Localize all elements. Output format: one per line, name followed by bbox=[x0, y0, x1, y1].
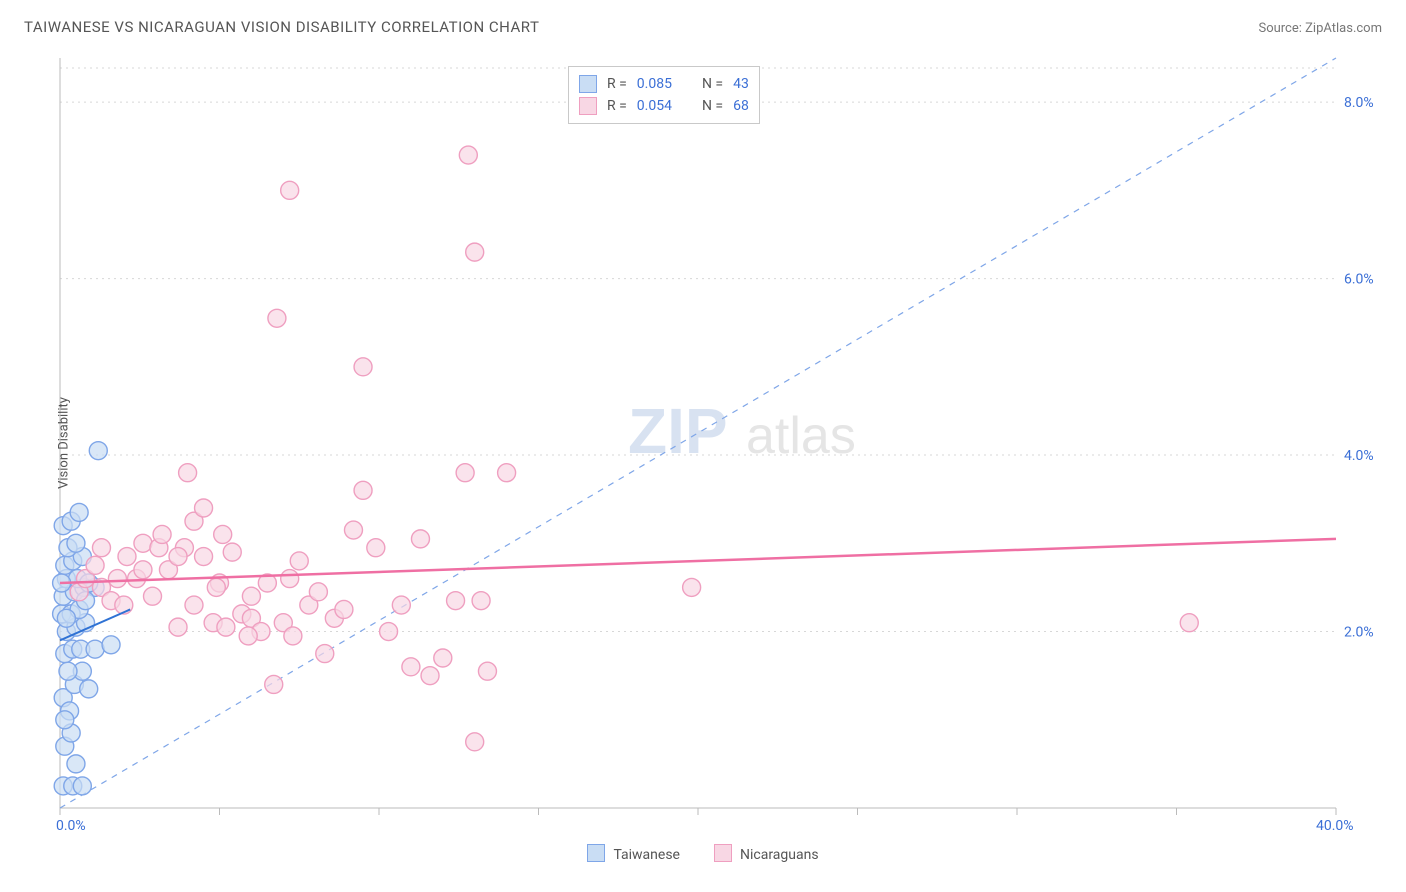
data-point bbox=[80, 680, 98, 698]
data-point bbox=[153, 525, 171, 543]
header: TAIWANESE VS NICARAGUAN VISION DISABILIT… bbox=[0, 0, 1406, 48]
legend-r-label: R = bbox=[607, 73, 627, 95]
legend-swatch bbox=[579, 97, 597, 115]
watermark: ZIP bbox=[628, 395, 728, 467]
data-point bbox=[67, 534, 85, 552]
data-point bbox=[268, 309, 286, 327]
data-point bbox=[59, 662, 77, 680]
data-point bbox=[195, 548, 213, 566]
data-point bbox=[195, 499, 213, 517]
data-point bbox=[344, 521, 362, 539]
data-point bbox=[1180, 614, 1198, 632]
data-point bbox=[179, 464, 197, 482]
data-point bbox=[185, 596, 203, 614]
legend-label: Nicaraguans bbox=[740, 847, 819, 863]
data-point bbox=[281, 570, 299, 588]
data-point bbox=[217, 618, 235, 636]
data-point bbox=[466, 733, 484, 751]
data-point bbox=[92, 539, 110, 557]
data-point bbox=[466, 243, 484, 261]
legend-swatch bbox=[579, 75, 597, 93]
y-tick-label: 8.0% bbox=[1344, 95, 1374, 111]
chart-area: Vision Disability 2.0% 4.0% 6.0% 8.0% 0.0% 40… bbox=[20, 48, 1386, 838]
data-point bbox=[472, 592, 490, 610]
data-point bbox=[86, 640, 104, 658]
watermark: atlas bbox=[746, 407, 856, 465]
data-point bbox=[281, 181, 299, 199]
data-point bbox=[411, 530, 429, 548]
data-point bbox=[223, 543, 241, 561]
legend-item: Nicaraguans bbox=[714, 844, 819, 863]
data-point bbox=[144, 587, 162, 605]
data-point bbox=[242, 587, 260, 605]
data-point bbox=[456, 464, 474, 482]
data-point bbox=[169, 548, 187, 566]
data-point bbox=[239, 627, 257, 645]
data-point bbox=[447, 592, 465, 610]
data-point bbox=[683, 578, 701, 596]
data-point bbox=[478, 662, 496, 680]
series-legend: Taiwanese Nicaraguans bbox=[0, 844, 1406, 863]
x-tick-label: 0.0% bbox=[56, 818, 86, 834]
data-point bbox=[284, 627, 302, 645]
data-point bbox=[67, 755, 85, 773]
data-point bbox=[392, 596, 410, 614]
data-point bbox=[169, 618, 187, 636]
legend-row: R = 0.085 N = 43 bbox=[579, 73, 749, 95]
legend-r-value: 0.085 bbox=[637, 73, 672, 95]
data-point bbox=[421, 667, 439, 685]
data-point bbox=[316, 645, 334, 663]
data-point bbox=[102, 636, 120, 654]
data-point bbox=[56, 711, 74, 729]
data-point bbox=[265, 675, 283, 693]
legend-r-value: 0.054 bbox=[637, 95, 672, 117]
data-point bbox=[108, 570, 126, 588]
data-point bbox=[354, 481, 372, 499]
data-point bbox=[459, 146, 477, 164]
legend-item: Taiwanese bbox=[587, 844, 680, 863]
data-point bbox=[498, 464, 516, 482]
data-point bbox=[73, 777, 91, 795]
data-point bbox=[207, 578, 225, 596]
legend-swatch bbox=[587, 844, 605, 862]
y-tick-label: 6.0% bbox=[1344, 272, 1374, 288]
data-point bbox=[134, 561, 152, 579]
data-point bbox=[402, 658, 420, 676]
trend-line bbox=[60, 539, 1336, 583]
y-axis-label: Vision Disability bbox=[56, 397, 71, 489]
data-point bbox=[380, 623, 398, 641]
data-point bbox=[57, 609, 75, 627]
data-point bbox=[367, 539, 385, 557]
legend-r-label: R = bbox=[607, 95, 627, 117]
scatter-chart: 2.0% 4.0% 6.0% 8.0% 0.0% 40.0% ZIP atlas bbox=[20, 48, 1386, 838]
legend-n-value: 68 bbox=[733, 95, 749, 117]
y-tick-label: 4.0% bbox=[1344, 448, 1374, 464]
legend-label: Taiwanese bbox=[613, 847, 680, 863]
data-point bbox=[118, 548, 136, 566]
data-point bbox=[354, 358, 372, 376]
source-name: ZipAtlas.com bbox=[1305, 21, 1382, 36]
source-prefix: Source: bbox=[1258, 21, 1305, 36]
correlation-legend: R = 0.085 N = 43 R = 0.054 N = 68 bbox=[568, 66, 760, 124]
data-point bbox=[309, 583, 327, 601]
source-label: Source: ZipAtlas.com bbox=[1258, 21, 1382, 36]
data-point bbox=[290, 552, 308, 570]
data-point bbox=[86, 556, 104, 574]
data-point bbox=[214, 525, 232, 543]
legend-row: R = 0.054 N = 68 bbox=[579, 95, 749, 117]
y-tick-label: 2.0% bbox=[1344, 625, 1374, 641]
data-point bbox=[335, 600, 353, 618]
data-point bbox=[89, 442, 107, 460]
legend-swatch bbox=[714, 844, 732, 862]
data-point bbox=[70, 503, 88, 521]
legend-n-value: 43 bbox=[733, 73, 749, 95]
data-point bbox=[434, 649, 452, 667]
legend-n-label: N = bbox=[702, 95, 723, 117]
legend-n-label: N = bbox=[702, 73, 723, 95]
chart-title: TAIWANESE VS NICARAGUAN VISION DISABILIT… bbox=[24, 18, 539, 36]
x-tick-label: 40.0% bbox=[1316, 818, 1354, 834]
data-point bbox=[134, 534, 152, 552]
